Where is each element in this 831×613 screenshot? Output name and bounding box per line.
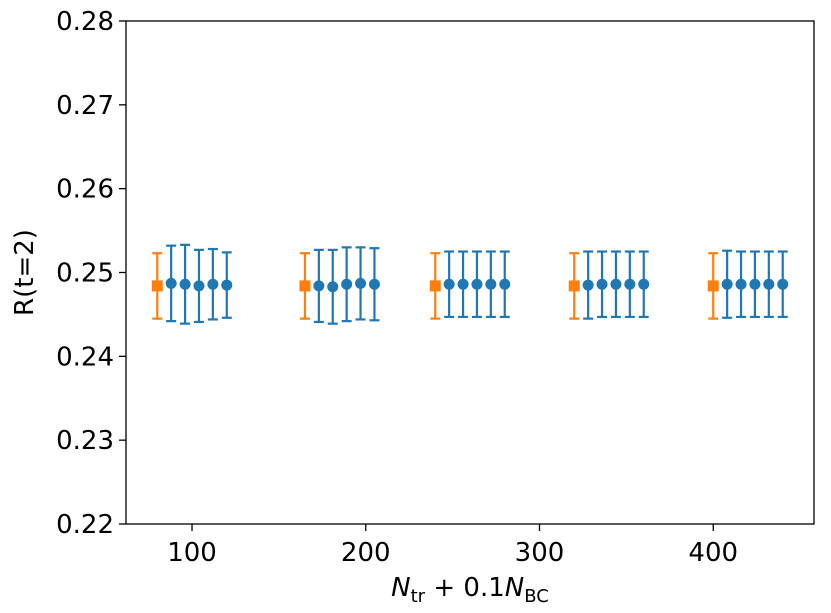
circle-marker bbox=[368, 278, 380, 290]
circle-marker bbox=[193, 280, 205, 292]
data-point-circle bbox=[327, 248, 339, 325]
x-axis-label-n1: N bbox=[391, 573, 410, 603]
circle-marker bbox=[763, 278, 775, 290]
data-point-circle bbox=[638, 250, 650, 319]
y-tick-label: 0.22 bbox=[56, 510, 114, 540]
x-tick-label: 400 bbox=[688, 538, 738, 568]
data-point-circle bbox=[485, 250, 497, 319]
plot-area bbox=[151, 243, 789, 325]
y-tick-label: 0.24 bbox=[56, 342, 114, 372]
circle-marker bbox=[777, 278, 789, 290]
data-point-circle bbox=[721, 249, 733, 319]
y-tick-label: 0.26 bbox=[56, 175, 114, 205]
data-point-circle bbox=[443, 250, 455, 319]
data-point-circle bbox=[610, 250, 622, 319]
circle-marker bbox=[355, 277, 367, 289]
x-tick-label: 100 bbox=[167, 538, 217, 568]
circle-marker bbox=[313, 280, 325, 292]
circle-marker bbox=[485, 278, 497, 290]
circle-marker bbox=[207, 278, 219, 290]
circle-marker bbox=[327, 281, 339, 293]
y-tick-label: 0.23 bbox=[56, 426, 114, 456]
x-axis-label: Ntr + 0.1NBC bbox=[391, 573, 549, 607]
circle-marker bbox=[624, 278, 636, 290]
data-point-square bbox=[568, 252, 580, 320]
data-point-circle bbox=[777, 250, 789, 319]
circle-marker bbox=[721, 278, 733, 290]
data-point-circle bbox=[355, 246, 367, 321]
x-tick-label: 200 bbox=[341, 538, 391, 568]
data-point-circle bbox=[207, 247, 219, 321]
data-point-circle bbox=[596, 250, 608, 319]
data-point-circle bbox=[763, 250, 775, 319]
data-point-square bbox=[299, 252, 311, 320]
circle-marker bbox=[749, 278, 761, 290]
data-point-circle bbox=[193, 248, 205, 324]
y-axis-label: R(t=2) bbox=[10, 229, 40, 316]
y-tick-label: 0.25 bbox=[56, 259, 114, 289]
circle-marker bbox=[457, 278, 469, 290]
square-marker bbox=[429, 280, 441, 292]
x-axis-label-mid: + 0.1 bbox=[425, 573, 505, 603]
data-point-circle bbox=[749, 250, 761, 319]
circle-marker bbox=[735, 278, 747, 290]
x-tick-label: 300 bbox=[515, 538, 565, 568]
square-marker bbox=[707, 280, 719, 292]
data-point-circle bbox=[735, 250, 747, 319]
square-marker bbox=[299, 280, 311, 292]
data-point-circle bbox=[165, 244, 177, 323]
data-point-circle bbox=[368, 247, 380, 322]
circle-marker bbox=[221, 279, 233, 291]
x-axis-label-sub1: tr bbox=[411, 586, 426, 607]
square-marker bbox=[568, 280, 580, 292]
data-point-circle bbox=[471, 250, 483, 319]
data-point-circle bbox=[221, 251, 233, 319]
circle-marker bbox=[443, 278, 455, 290]
data-point-circle bbox=[341, 246, 353, 323]
y-tick-label: 0.28 bbox=[56, 7, 114, 37]
x-axis-ticks: 100 200 300 400 bbox=[167, 524, 738, 568]
data-point-square bbox=[151, 252, 163, 320]
y-axis-ticks: 0.22 0.23 0.24 0.25 0.26 0.27 0.28 bbox=[56, 7, 126, 540]
data-point-circle bbox=[179, 243, 191, 325]
plot-frame bbox=[125, 20, 815, 525]
data-point-circle bbox=[457, 250, 469, 319]
circle-marker bbox=[179, 278, 191, 290]
circle-marker bbox=[638, 278, 650, 290]
data-point-circle bbox=[624, 250, 636, 319]
x-axis-label-sub2: BC bbox=[524, 586, 549, 607]
circle-marker bbox=[582, 279, 594, 291]
data-point-square bbox=[429, 252, 441, 320]
circle-marker bbox=[610, 278, 622, 290]
square-marker bbox=[151, 280, 163, 292]
circle-marker bbox=[499, 278, 511, 290]
data-point-circle bbox=[499, 250, 511, 319]
circle-marker bbox=[165, 277, 177, 289]
y-tick-label: 0.27 bbox=[56, 91, 114, 121]
circle-marker bbox=[341, 278, 353, 290]
data-point-square bbox=[707, 252, 719, 320]
data-point-circle bbox=[313, 248, 325, 324]
x-axis-label-n2: N bbox=[505, 573, 524, 603]
circle-marker bbox=[471, 278, 483, 290]
circle-marker bbox=[596, 278, 608, 290]
data-point-circle bbox=[582, 250, 594, 320]
